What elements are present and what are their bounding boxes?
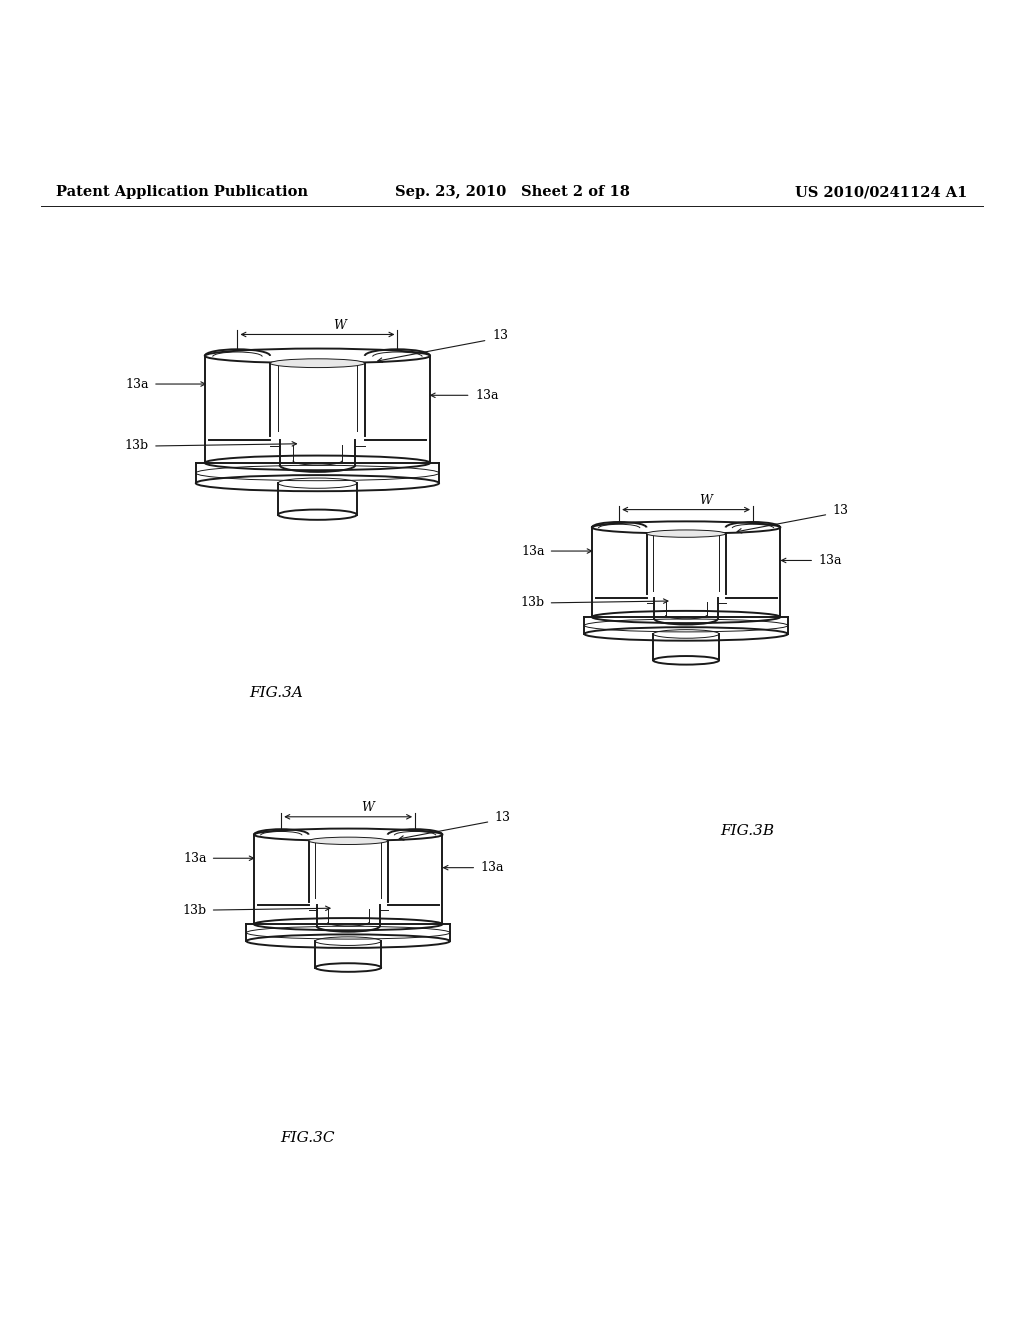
Text: 13a: 13a bbox=[125, 378, 148, 391]
Text: FIG.3C: FIG.3C bbox=[280, 1131, 335, 1144]
Text: US 2010/0241124 A1: US 2010/0241124 A1 bbox=[796, 185, 968, 199]
Text: W: W bbox=[334, 318, 346, 331]
Ellipse shape bbox=[270, 359, 365, 367]
Text: 13a: 13a bbox=[480, 861, 504, 874]
Text: W: W bbox=[699, 494, 713, 507]
Ellipse shape bbox=[646, 529, 726, 537]
Text: Patent Application Publication: Patent Application Publication bbox=[56, 185, 308, 199]
Text: W: W bbox=[361, 801, 375, 814]
Text: 13a: 13a bbox=[183, 851, 207, 865]
Ellipse shape bbox=[308, 837, 388, 845]
Text: 13b: 13b bbox=[520, 597, 545, 610]
Text: 13: 13 bbox=[495, 812, 510, 824]
Text: 13: 13 bbox=[833, 504, 848, 517]
Text: FIG.3B: FIG.3B bbox=[721, 824, 774, 838]
Text: 13b: 13b bbox=[124, 440, 148, 453]
Text: 13a: 13a bbox=[521, 545, 545, 557]
Text: 13a: 13a bbox=[475, 389, 499, 401]
Text: FIG.3A: FIG.3A bbox=[250, 685, 303, 700]
Text: 13: 13 bbox=[492, 329, 508, 342]
Text: 13a: 13a bbox=[818, 554, 842, 568]
Text: 13b: 13b bbox=[182, 904, 207, 916]
Text: Sep. 23, 2010  Sheet 2 of 18: Sep. 23, 2010 Sheet 2 of 18 bbox=[394, 185, 630, 199]
